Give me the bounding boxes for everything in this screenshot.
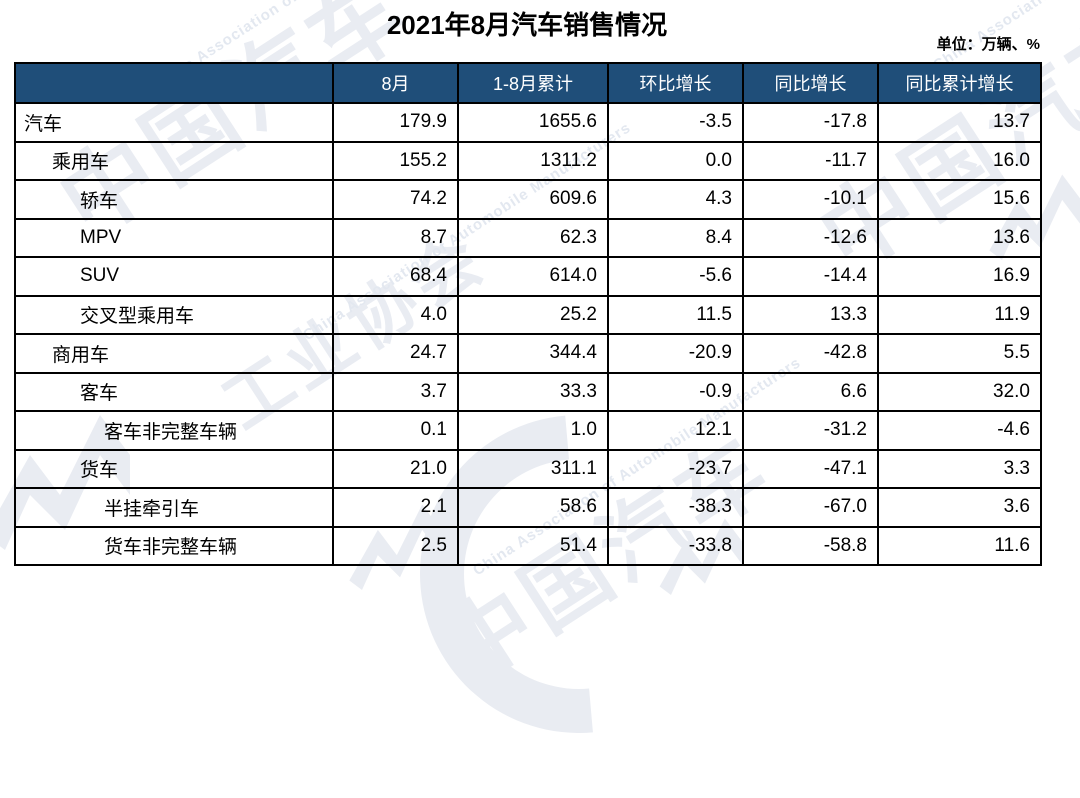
row-label: SUV — [14, 256, 334, 297]
table-row: SUV 68.4 614.0 -5.6 -14.4 16.9 — [14, 256, 1042, 297]
row-label: 商用车 — [14, 333, 334, 374]
cell-value: -5.6 — [607, 256, 744, 297]
cell-value: 609.6 — [457, 179, 609, 220]
cell-value: 13.3 — [742, 294, 879, 335]
cell-value: 155.2 — [332, 140, 459, 181]
table-body: 汽车 179.9 1655.6 -3.5 -17.8 13.7 乘用车 155.2 1311.2… — [14, 102, 1042, 566]
cell-value: 13.7 — [877, 102, 1042, 143]
cell-value: 1655.6 — [457, 102, 609, 143]
cell-value: 68.4 — [332, 256, 459, 297]
cell-value: 16.9 — [877, 256, 1042, 297]
cell-value: -58.8 — [742, 525, 879, 566]
cell-value: -12.6 — [742, 217, 879, 258]
row-label: 客车非完整车辆 — [14, 410, 334, 451]
cell-value: -17.8 — [742, 102, 879, 143]
table-row: 客车非完整车辆 0.1 1.0 12.1 -31.2 -4.6 — [14, 410, 1042, 451]
table-row: MPV 8.7 62.3 8.4 -12.6 13.6 — [14, 217, 1042, 258]
cell-value: -31.2 — [742, 410, 879, 451]
table-header: 8月 1-8月累计 环比增长 同比增长 同比累计增长 — [14, 62, 1042, 104]
cell-value: -0.9 — [607, 371, 744, 412]
cell-value: -4.6 — [877, 410, 1042, 451]
cell-value: 32.0 — [877, 371, 1042, 412]
column-header-yoy: 同比增长 — [742, 62, 879, 104]
table-row: 货车 21.0 311.1 -23.7 -47.1 3.3 — [14, 448, 1042, 489]
column-header-yoyytd: 同比累计增长 — [877, 62, 1042, 104]
row-label: 汽车 — [14, 102, 334, 143]
row-label: 货车非完整车辆 — [14, 525, 334, 566]
header-row: 8月 1-8月累计 环比增长 同比增长 同比累计增长 — [14, 62, 1042, 104]
cell-value: 12.1 — [607, 410, 744, 451]
cell-value: 11.9 — [877, 294, 1042, 335]
row-label: 交叉型乘用车 — [14, 294, 334, 335]
cell-value: -47.1 — [742, 448, 879, 489]
cell-value: -67.0 — [742, 487, 879, 528]
column-header-month: 8月 — [332, 62, 459, 104]
cell-value: -14.4 — [742, 256, 879, 297]
cell-value: -42.8 — [742, 333, 879, 374]
cell-value: 13.6 — [877, 217, 1042, 258]
row-label: 乘用车 — [14, 140, 334, 181]
column-header-ytd: 1-8月累计 — [457, 62, 609, 104]
cell-value: -11.7 — [742, 140, 879, 181]
cell-value: 2.5 — [332, 525, 459, 566]
page-title: 2021年8月汽车销售情况 — [386, 10, 668, 40]
row-label: 客车 — [14, 371, 334, 412]
cell-value: 24.7 — [332, 333, 459, 374]
cell-value: 4.0 — [332, 294, 459, 335]
cell-value: 1.0 — [457, 410, 609, 451]
cell-value: 62.3 — [457, 217, 609, 258]
cell-value: -38.3 — [607, 487, 744, 528]
row-label: MPV — [14, 217, 334, 258]
cell-value: 179.9 — [332, 102, 459, 143]
cell-value: -33.8 — [607, 525, 744, 566]
cell-value: 11.5 — [607, 294, 744, 335]
row-label: 货车 — [14, 448, 334, 489]
table-row: 乘用车 155.2 1311.2 0.0 -11.7 16.0 — [14, 140, 1042, 181]
cell-value: -10.1 — [742, 179, 879, 220]
column-header-mom: 环比增长 — [607, 62, 744, 104]
cell-value: 3.6 — [877, 487, 1042, 528]
cell-value: 51.4 — [457, 525, 609, 566]
cell-value: 21.0 — [332, 448, 459, 489]
cell-value: 11.6 — [877, 525, 1042, 566]
table-row: 汽车 179.9 1655.6 -3.5 -17.8 13.7 — [14, 102, 1042, 143]
cell-value: 16.0 — [877, 140, 1042, 181]
cell-value: 614.0 — [457, 256, 609, 297]
cell-value: 8.7 — [332, 217, 459, 258]
cell-value: 2.1 — [332, 487, 459, 528]
cell-value: 344.4 — [457, 333, 609, 374]
table-row: 轿车 74.2 609.6 4.3 -10.1 15.6 — [14, 179, 1042, 220]
cell-value: -20.9 — [607, 333, 744, 374]
cell-value: 74.2 — [332, 179, 459, 220]
row-label: 半挂牵引车 — [14, 487, 334, 528]
cell-value: 0.0 — [607, 140, 744, 181]
cell-value: 33.3 — [457, 371, 609, 412]
column-header-blank — [14, 62, 334, 104]
cell-value: -23.7 — [607, 448, 744, 489]
cell-value: 25.2 — [457, 294, 609, 335]
table-row: 货车非完整车辆 2.5 51.4 -33.8 -58.8 11.6 — [14, 525, 1042, 566]
cell-value: 4.3 — [607, 179, 744, 220]
cell-value: 58.6 — [457, 487, 609, 528]
table-row: 半挂牵引车 2.1 58.6 -38.3 -67.0 3.6 — [14, 487, 1042, 528]
cell-value: 1311.2 — [457, 140, 609, 181]
table-row: 交叉型乘用车 4.0 25.2 11.5 13.3 11.9 — [14, 294, 1042, 335]
cell-value: 15.6 — [877, 179, 1042, 220]
cell-value: 3.7 — [332, 371, 459, 412]
unit-label: 单位：万辆、% — [936, 36, 1040, 53]
table-row: 客车 3.7 33.3 -0.9 6.6 32.0 — [14, 371, 1042, 412]
cell-value: 6.6 — [742, 371, 879, 412]
cell-value: 3.3 — [877, 448, 1042, 489]
auto-sales-table: 8月 1-8月累计 环比增长 同比增长 同比累计增长 汽车 179.9 1655.6… — [14, 62, 1042, 566]
cell-value: 0.1 — [332, 410, 459, 451]
cell-value: -3.5 — [607, 102, 744, 143]
table-row: 商用车 24.7 344.4 -20.9 -42.8 5.5 — [14, 333, 1042, 374]
cell-value: 8.4 — [607, 217, 744, 258]
cell-value: 5.5 — [877, 333, 1042, 374]
row-label: 轿车 — [14, 179, 334, 220]
cell-value: 311.1 — [457, 448, 609, 489]
